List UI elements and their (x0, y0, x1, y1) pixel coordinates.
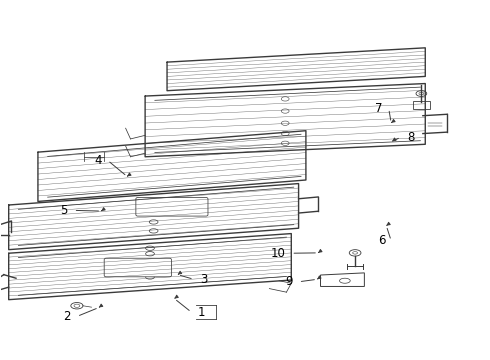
FancyBboxPatch shape (136, 198, 208, 216)
Text: 8: 8 (407, 131, 414, 144)
Text: 9: 9 (285, 275, 293, 288)
FancyBboxPatch shape (104, 258, 172, 277)
Polygon shape (320, 273, 365, 287)
Text: 4: 4 (94, 154, 102, 167)
Text: 7: 7 (375, 102, 383, 115)
Text: 6: 6 (378, 234, 385, 247)
Ellipse shape (71, 302, 83, 309)
Text: 5: 5 (60, 204, 68, 217)
Text: 10: 10 (270, 247, 286, 260)
Text: 1: 1 (197, 306, 205, 319)
Ellipse shape (416, 91, 427, 96)
Bar (413, 102, 430, 109)
Text: 2: 2 (64, 310, 71, 323)
Ellipse shape (349, 249, 361, 256)
Text: 3: 3 (200, 273, 207, 286)
